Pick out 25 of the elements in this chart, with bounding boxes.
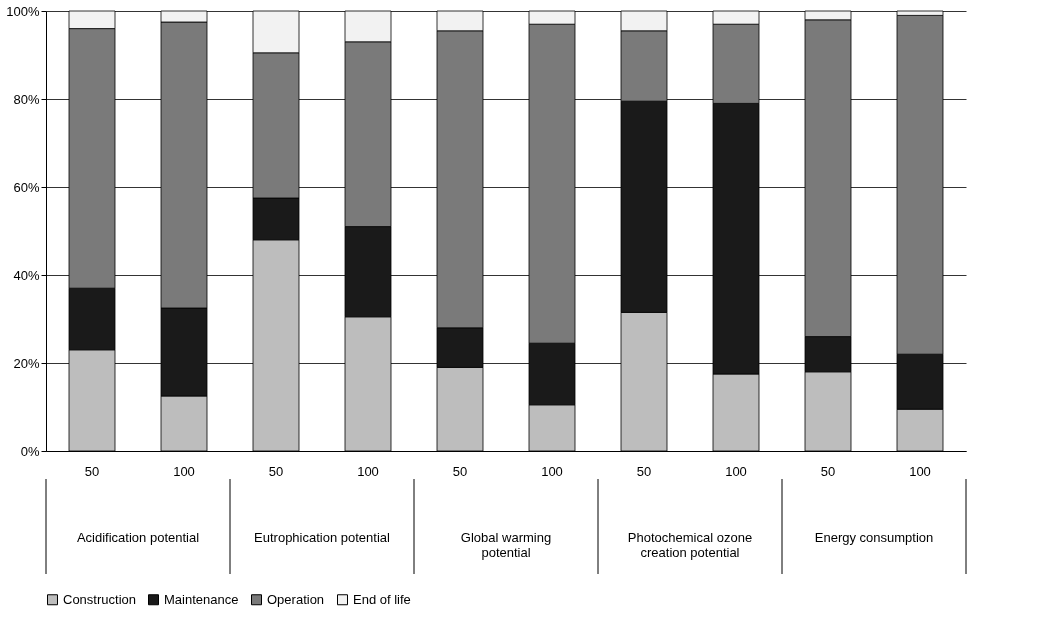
text: Photochemical ozone creation potential (627, 530, 753, 560)
text: Eutrophication potential (254, 530, 391, 545)
x-tick-label: 100 (357, 463, 379, 479)
legend-label: Construction (63, 591, 136, 607)
x-tick-label: 50 (820, 463, 836, 479)
y-tick-label: 0% (20, 443, 40, 459)
x-tick-label: 100 (173, 463, 195, 479)
text: Energy consumption (814, 530, 934, 545)
x-tick-label: 100 (725, 463, 747, 479)
legend-label: Operation (267, 591, 325, 607)
y-tick-label: 60% (13, 179, 40, 195)
x-tick-label: 50 (268, 463, 284, 479)
text: Global warming potential (460, 530, 552, 560)
legend-label: Maintenance (164, 591, 239, 607)
legend-label: End of life (353, 591, 411, 607)
x-tick-label: 50 (452, 463, 468, 479)
y-tick-label: 80% (13, 91, 40, 107)
y-tick-label: 20% (13, 355, 40, 371)
y-tick-label: 40% (13, 267, 40, 283)
x-tick-label: 100 (909, 463, 931, 479)
x-tick-label: 100 (541, 463, 563, 479)
x-tick-label: 50 (84, 463, 100, 479)
x-tick-label: 50 (636, 463, 652, 479)
y-tick-label: 100% (6, 3, 40, 19)
text: Acidification potential (76, 530, 200, 545)
